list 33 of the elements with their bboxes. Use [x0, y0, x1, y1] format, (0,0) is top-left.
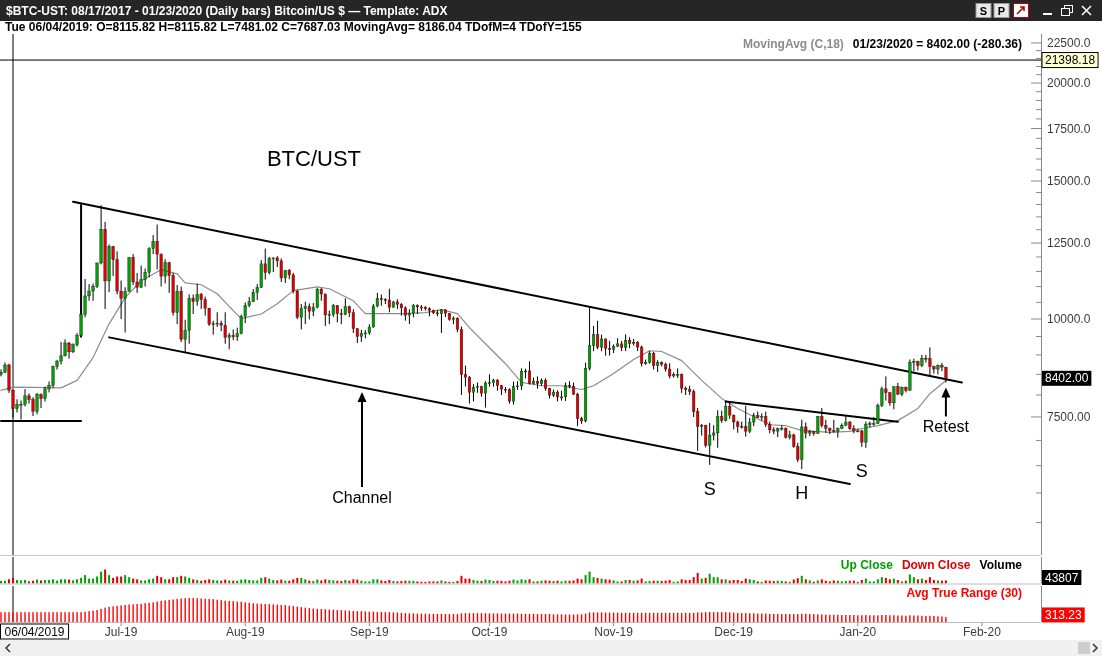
annotation: Channel: [332, 488, 392, 506]
x-tick-label: Aug-19: [225, 624, 265, 639]
annotation: S: [855, 460, 868, 481]
text: S: [979, 4, 988, 17]
text: P: [997, 4, 1006, 17]
y-tick-label: 15000.0: [1047, 173, 1091, 188]
x-tick-label: Dec-19: [714, 624, 754, 639]
x-tick-label: Jan-20: [839, 624, 877, 639]
y-tick-label: 12500.0: [1047, 236, 1091, 251]
text: MovingAvg (C,18): [742, 37, 844, 51]
chart-title: Volume: [979, 558, 1023, 572]
chart-title: $BTC-UST: 08/17/2017 - 01/23/2020 (Daily bars) Bitcoin/US $ — Template: ADX: [6, 3, 448, 18]
y-tick-label: 22500.0: [1047, 35, 1091, 50]
series-label: Up Close: [840, 558, 894, 572]
ref-line-label: 21398.18: [1045, 53, 1096, 68]
y-tick-label: 10000.0: [1047, 312, 1091, 327]
x-tick-label: Sep-19: [350, 624, 390, 639]
y-tick-label: 17500.0: [1047, 121, 1091, 136]
annotation: S: [703, 478, 716, 499]
annotation: H: [795, 483, 809, 504]
y-tick-label: 20000.0: [1047, 76, 1091, 91]
chart-subtitle: Tue 06/04/2019: O=8115.82 H=8115.82 L=7481.02 C=7687.03 MovingAvg= 8186.04 TDofM=4 TDofY=155: [5, 20, 582, 34]
x-tick-label: Nov-19: [594, 624, 634, 639]
chart-title: Avg True Range (30): [906, 586, 1022, 600]
x-tick-label: Jul-19: [104, 624, 138, 639]
x-tick-label: Feb-20: [962, 624, 1002, 639]
annotation: 01/23/2020 = 8402.00 (-280.36): [852, 37, 1022, 51]
annotation: BTC/UST: [266, 145, 362, 171]
series-label: Down Close: [901, 558, 971, 572]
y-tick-label: 7500.00: [1047, 409, 1091, 424]
x-tick-label: Oct-19: [471, 624, 508, 639]
annotation: Retest: [922, 417, 970, 435]
ref-line-label: 06/04/2019: [4, 624, 65, 639]
